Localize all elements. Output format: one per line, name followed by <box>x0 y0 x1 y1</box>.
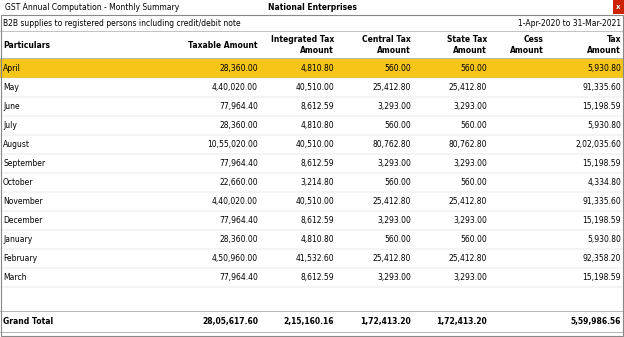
Bar <box>613 0 624 14</box>
Text: October: October <box>3 178 34 187</box>
Text: January: January <box>3 235 32 244</box>
Text: 3,293.00: 3,293.00 <box>453 216 487 225</box>
Text: February: February <box>3 254 37 263</box>
Text: 91,335.60: 91,335.60 <box>582 197 621 206</box>
Text: 41,532.60: 41,532.60 <box>295 254 334 263</box>
Text: Tax
Amount: Tax Amount <box>587 35 621 55</box>
Text: 3,214.80: 3,214.80 <box>300 178 334 187</box>
Text: 8,612.59: 8,612.59 <box>300 102 334 111</box>
Text: Central Tax
Amount: Central Tax Amount <box>363 35 411 55</box>
Text: 3,293.00: 3,293.00 <box>453 273 487 282</box>
Text: 2,15,160.16: 2,15,160.16 <box>283 317 334 326</box>
Text: November: November <box>3 197 42 206</box>
Text: 1-Apr-2020 to 31-Mar-2021: 1-Apr-2020 to 31-Mar-2021 <box>518 20 621 29</box>
Text: 560.00: 560.00 <box>384 235 411 244</box>
Text: 4,40,020.00: 4,40,020.00 <box>212 197 258 206</box>
Text: 4,40,020.00: 4,40,020.00 <box>212 83 258 92</box>
Text: August: August <box>3 140 30 149</box>
Text: April: April <box>3 64 21 73</box>
Text: 560.00: 560.00 <box>461 121 487 130</box>
Text: 560.00: 560.00 <box>461 64 487 73</box>
Text: 4,334.80: 4,334.80 <box>587 178 621 187</box>
Text: 15,198.59: 15,198.59 <box>582 216 621 225</box>
Text: x: x <box>616 4 621 10</box>
Text: 25,412.80: 25,412.80 <box>449 197 487 206</box>
Text: 3,293.00: 3,293.00 <box>377 159 411 168</box>
Text: 1,72,413.20: 1,72,413.20 <box>436 317 487 326</box>
Text: 91,335.60: 91,335.60 <box>582 83 621 92</box>
Text: Taxable Amount: Taxable Amount <box>188 40 258 50</box>
Text: 22,660.00: 22,660.00 <box>220 178 258 187</box>
Text: 77,964.40: 77,964.40 <box>219 273 258 282</box>
Text: 40,510.00: 40,510.00 <box>295 140 334 149</box>
Text: 77,964.40: 77,964.40 <box>219 216 258 225</box>
Text: December: December <box>3 216 42 225</box>
Text: 560.00: 560.00 <box>461 178 487 187</box>
Text: 5,930.80: 5,930.80 <box>587 64 621 73</box>
Text: 40,510.00: 40,510.00 <box>295 83 334 92</box>
Text: 25,412.80: 25,412.80 <box>373 254 411 263</box>
Text: May: May <box>3 83 19 92</box>
Text: 560.00: 560.00 <box>384 64 411 73</box>
Text: 25,412.80: 25,412.80 <box>449 83 487 92</box>
Text: 4,810.80: 4,810.80 <box>300 64 334 73</box>
Text: 28,05,617.60: 28,05,617.60 <box>202 317 258 326</box>
Text: 28,360.00: 28,360.00 <box>220 235 258 244</box>
Text: 3,293.00: 3,293.00 <box>453 159 487 168</box>
Text: 8,612.59: 8,612.59 <box>300 273 334 282</box>
Text: 8,612.59: 8,612.59 <box>300 159 334 168</box>
Text: Particulars: Particulars <box>3 40 50 50</box>
Text: 28,360.00: 28,360.00 <box>220 121 258 130</box>
Text: State Tax
Amount: State Tax Amount <box>447 35 487 55</box>
Text: 92,358.20: 92,358.20 <box>582 254 621 263</box>
Text: 4,810.80: 4,810.80 <box>300 121 334 130</box>
Text: 10,55,020.00: 10,55,020.00 <box>207 140 258 149</box>
Text: Grand Total: Grand Total <box>3 317 53 326</box>
Text: 3,293.00: 3,293.00 <box>377 216 411 225</box>
Text: June: June <box>3 102 19 111</box>
Text: 80,762.80: 80,762.80 <box>373 140 411 149</box>
Text: 2,02,035.60: 2,02,035.60 <box>575 140 621 149</box>
Text: Cess
Amount: Cess Amount <box>510 35 544 55</box>
Text: Integrated Tax
Amount: Integrated Tax Amount <box>271 35 334 55</box>
Text: 560.00: 560.00 <box>384 178 411 187</box>
Text: 25,412.80: 25,412.80 <box>373 83 411 92</box>
Text: 25,412.80: 25,412.80 <box>373 197 411 206</box>
Text: March: March <box>3 273 26 282</box>
Text: 77,964.40: 77,964.40 <box>219 102 258 111</box>
Text: July: July <box>3 121 17 130</box>
Text: 77,964.40: 77,964.40 <box>219 159 258 168</box>
Text: 4,810.80: 4,810.80 <box>300 235 334 244</box>
Text: 5,930.80: 5,930.80 <box>587 121 621 130</box>
Text: 8,612.59: 8,612.59 <box>300 216 334 225</box>
Text: 4,50,960.00: 4,50,960.00 <box>212 254 258 263</box>
Text: 25,412.80: 25,412.80 <box>449 254 487 263</box>
Text: 15,198.59: 15,198.59 <box>582 159 621 168</box>
Text: 560.00: 560.00 <box>461 235 487 244</box>
Text: 1,72,413.20: 1,72,413.20 <box>360 317 411 326</box>
Text: 15,198.59: 15,198.59 <box>582 102 621 111</box>
Text: 3,293.00: 3,293.00 <box>453 102 487 111</box>
Text: 560.00: 560.00 <box>384 121 411 130</box>
Text: 3,293.00: 3,293.00 <box>377 102 411 111</box>
Text: September: September <box>3 159 45 168</box>
Text: 80,762.80: 80,762.80 <box>449 140 487 149</box>
Text: 28,360.00: 28,360.00 <box>220 64 258 73</box>
Text: GST Annual Computation - Monthly Summary: GST Annual Computation - Monthly Summary <box>5 2 179 11</box>
Text: B2B supplies to registered persons including credit/debit note: B2B supplies to registered persons inclu… <box>3 20 241 29</box>
Text: 3,293.00: 3,293.00 <box>377 273 411 282</box>
Bar <box>0 59 624 78</box>
Text: 15,198.59: 15,198.59 <box>582 273 621 282</box>
Text: 5,930.80: 5,930.80 <box>587 235 621 244</box>
Text: National Enterprises: National Enterprises <box>268 2 356 11</box>
Text: 5,59,986.56: 5,59,986.56 <box>570 317 621 326</box>
Text: 40,510.00: 40,510.00 <box>295 197 334 206</box>
